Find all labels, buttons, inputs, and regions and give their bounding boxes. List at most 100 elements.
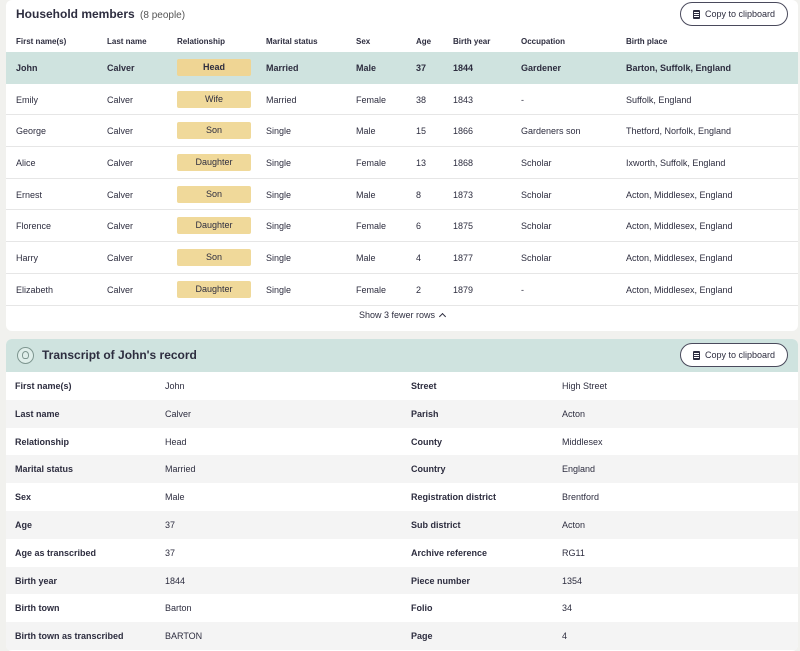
member-occupation-cell: Scholar [521, 221, 552, 232]
member-row[interactable]: Elizabeth Calver Daughter Single Female 2 1879… [6, 274, 798, 306]
member-age-cell: 15 [416, 126, 427, 137]
member-last-cell: Calver [107, 189, 134, 200]
field-value: High Street [562, 381, 608, 391]
member-year-cell: 1877 [453, 253, 474, 264]
member-year-cell: 1843 [453, 94, 474, 105]
member-age-cell: 37 [416, 63, 427, 73]
member-marital-cell: Single [266, 189, 292, 200]
member-marital-cell: Married [266, 94, 297, 105]
member-sex-cell: Female [356, 284, 387, 295]
field-value: Head [165, 436, 187, 447]
relationship-tag: Head [177, 59, 251, 76]
member-sex-cell: Female [356, 94, 387, 105]
member-row[interactable]: Ernest Calver Son Single Male 8 1873 Scholar Act… [6, 179, 798, 211]
member-year-cell: 1866 [453, 126, 474, 137]
column-header-marital-status: Marital status [266, 37, 318, 46]
field-label: Folio [411, 603, 433, 614]
member-first-cell: Harry [16, 253, 38, 264]
member-marital-cell: Married [266, 63, 299, 73]
household-members-header: Household members (8 people) Copy to cli… [6, 0, 798, 30]
field-label: Piece number [411, 575, 471, 586]
field-label: Birth year [15, 575, 58, 586]
member-sex-cell: Female [356, 158, 387, 169]
member-row[interactable]: Alice Calver Daughter Single Female 13 1868 Sch… [6, 147, 798, 179]
transcript-row: Last name Calver Parish Acton [6, 399, 798, 428]
member-sex-cell: Female [356, 221, 387, 232]
transcript-row: Relationship Head County Middlesex [6, 428, 798, 456]
field-label: Relationship [15, 436, 70, 447]
field-value: 1844 [165, 575, 186, 586]
member-birthplace-cell: Suffolk, England [626, 94, 692, 105]
transcript-copy-button-label: Copy to clipboard [704, 350, 776, 360]
column-header-sex: Sex [356, 37, 371, 46]
field-value: 37 [165, 519, 176, 530]
members-table-body: John Calver Head Married Male 37 1844 Gardener B… [6, 52, 798, 306]
member-marital-cell: Single [266, 126, 292, 137]
column-header-age: Age [416, 37, 432, 46]
member-first-cell: George [16, 126, 47, 137]
field-value: Barton [165, 603, 192, 614]
field-value: Male [165, 492, 185, 503]
member-occupation-cell: Scholar [521, 158, 552, 169]
member-occupation-cell: Gardener [521, 63, 562, 73]
member-row[interactable]: John Calver Head Married Male 37 1844 Gardener B… [6, 52, 798, 84]
field-label: Marital status [15, 464, 74, 475]
field-label: Birth town [15, 603, 60, 614]
member-birthplace-cell: Ixworth, Suffolk, England [626, 158, 726, 169]
transcript-copy-to-clipboard-button[interactable]: Copy to clipboard [680, 343, 788, 367]
transcript-header: Transcript of John's record Copy to clip… [6, 339, 798, 372]
member-last-cell: Calver [107, 94, 134, 105]
relationship-tag: Son [177, 122, 251, 140]
transcript-row: First name(s) John Street High Street [6, 372, 798, 400]
member-sex-cell: Male [356, 253, 376, 264]
members-table-header: First name(s) Last name Relationship Mar… [6, 30, 798, 52]
field-value: BARTON [165, 631, 203, 642]
field-label: First name(s) [15, 381, 72, 391]
show-fewer-rows-button[interactable]: Show 3 fewer rows [6, 310, 798, 321]
member-first-cell: Elizabeth [16, 284, 54, 295]
member-first-cell: Emily [16, 94, 38, 105]
field-label: Country [411, 464, 446, 475]
field-label: Archive reference [411, 547, 488, 558]
show-fewer-rows-label: Show 3 fewer rows [358, 310, 436, 320]
field-value: Calver [165, 408, 192, 419]
member-age-cell: 8 [416, 189, 422, 200]
copy-button-label: Copy to clipboard [704, 9, 776, 19]
member-sex-cell: Male [356, 189, 376, 200]
member-row[interactable]: Florence Calver Daughter Single Female 6 1875 S… [6, 210, 798, 243]
member-row[interactable]: George Calver Son Single Male 15 1866 Gardeners… [6, 115, 798, 148]
member-last-cell: Calver [107, 253, 134, 264]
member-last-cell: Calver [107, 221, 134, 232]
member-row[interactable]: Harry Calver Son Single Male 4 1877 Scholar Acto… [6, 242, 798, 274]
column-header-birth-year: Birth year [453, 37, 491, 46]
member-birthplace-cell: Barton, Suffolk, England [626, 63, 731, 73]
member-age-cell: 4 [416, 253, 422, 264]
household-members-card: Household members (8 people) Copy to cli… [6, 0, 798, 331]
member-row[interactable]: Emily Calver Wife Married Female 38 1843 - Suffo… [6, 84, 798, 116]
column-header-birth-place: Birth place [626, 37, 668, 46]
field-label: Age [15, 519, 33, 530]
relationship-tag: Daughter [177, 154, 251, 172]
member-last-cell: Calver [107, 158, 134, 169]
member-last-cell: Calver [107, 63, 135, 73]
relationship-tag: Son [177, 185, 251, 203]
copy-to-clipboard-button[interactable]: Copy to clipboard [680, 2, 788, 26]
field-value: Brentford [562, 492, 600, 503]
member-age-cell: 6 [416, 221, 422, 232]
member-year-cell: 1844 [453, 63, 474, 73]
field-value: Married [165, 464, 196, 475]
member-first-cell: Florence [16, 221, 52, 232]
relationship-tag: Wife [177, 90, 251, 108]
member-first-cell: Ernest [16, 189, 43, 200]
member-age-cell: 2 [416, 284, 422, 295]
transcript-row: Age 37 Sub district Acton [6, 510, 798, 539]
field-value: RG11 [562, 547, 585, 558]
member-last-cell: Calver [107, 126, 134, 137]
relationship-tag: Son [177, 249, 251, 267]
member-first-cell: Alice [16, 158, 36, 169]
field-value: 37 [165, 547, 176, 558]
clipboard-icon [692, 350, 700, 360]
member-marital-cell: Single [266, 221, 292, 232]
member-marital-cell: Single [266, 253, 292, 264]
transcript-row: Marital status Married Country England [6, 455, 798, 484]
